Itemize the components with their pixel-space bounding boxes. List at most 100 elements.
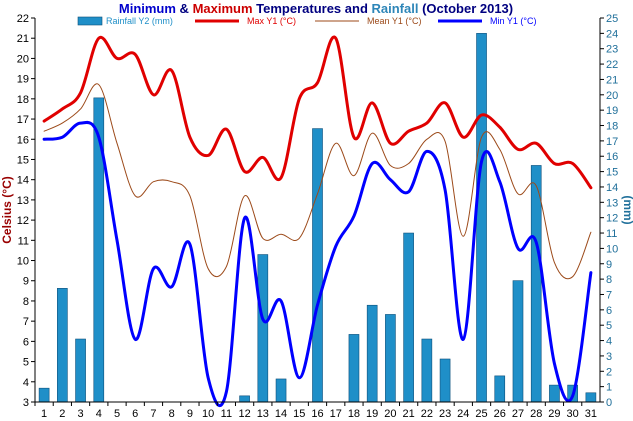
rainfall-bar (476, 33, 487, 403)
y1-axis-title: Celsius (°C) (0, 176, 14, 243)
legend-swatch (77, 16, 103, 26)
x-tick-label: 12 (238, 408, 250, 420)
x-tick-label: 10 (202, 408, 214, 420)
x-tick-label: 8 (169, 408, 175, 420)
series-line-max (42, 35, 593, 190)
title-part: Rainfall (372, 1, 419, 16)
x-tick-label: 17 (330, 408, 342, 420)
rainfall-bar (530, 165, 542, 403)
rainfall-bar (403, 232, 414, 403)
x-tick-label: 11 (221, 408, 232, 420)
legend-label: Rainfall Y2 (mm) (106, 16, 173, 26)
y1-tick-label: 20 (17, 53, 29, 65)
y1-tick-label: 15 (17, 154, 29, 166)
y2-tick-label: 2 (606, 366, 612, 378)
y1-tick-label: 5 (23, 357, 29, 369)
legend-label: Mean Y1 (°C) (367, 16, 421, 26)
y1-tick-label: 13 (17, 195, 29, 207)
y2-tick-label: 5 (606, 320, 612, 332)
y2-tick-label: 0 (606, 397, 612, 409)
y2-tick-label: 4 (606, 336, 612, 348)
x-tick-label: 28 (530, 408, 542, 420)
rainfall-bar (421, 338, 433, 403)
x-tick-label: 3 (78, 408, 84, 420)
rainfall-bar (239, 395, 250, 403)
y1-tick-label: 21 (17, 33, 29, 45)
title-part: & (176, 1, 193, 16)
axes (31, 17, 604, 406)
x-tick-label: 27 (512, 408, 524, 420)
rainfall-bar (57, 288, 68, 403)
y1-tick-label: 6 (23, 336, 29, 348)
y2-tick-label: 14 (606, 182, 618, 194)
y2-tick-label: 11 (606, 228, 617, 240)
y1-tick-label: 22 (17, 13, 29, 25)
rainfall-bar (385, 314, 396, 403)
rainfall-bar (275, 378, 287, 403)
y2-tick-label: 10 (606, 243, 618, 255)
x-tick-label: 23 (439, 408, 451, 420)
title-part: Temperatures and (253, 1, 372, 16)
x-tick-label: 21 (403, 408, 415, 420)
rainfall-bar (512, 280, 524, 403)
x-tick-label: 30 (567, 408, 579, 420)
x-tick-label: 22 (421, 408, 433, 420)
y1-tick-label: 10 (17, 256, 29, 268)
y2-tick-labels: 0123456789101112131415161718192021222324… (606, 13, 618, 409)
y2-tick-label: 7 (606, 289, 612, 301)
y2-tick-label: 9 (606, 259, 612, 271)
rainfall-bar (494, 375, 506, 403)
series-line-mean (43, 83, 592, 280)
x-tick-label: 26 (494, 408, 506, 420)
y2-tick-label: 13 (606, 197, 618, 209)
x-tick-label: 16 (311, 408, 323, 420)
y2-tick-label: 24 (606, 28, 618, 40)
legend-label: Max Y1 (°C) (247, 16, 296, 26)
y2-tick-label: 20 (606, 90, 618, 102)
x-tick-label: 19 (366, 408, 378, 420)
x-tick-label: 7 (150, 408, 156, 420)
y2-tick-label: 3 (606, 351, 612, 363)
x-tick-label: 13 (257, 408, 269, 420)
y1-tick-label: 11 (18, 235, 29, 247)
y2-tick-label: 15 (606, 167, 618, 179)
rainfall-bar (585, 392, 597, 403)
y2-tick-label: 22 (606, 59, 618, 71)
y2-tick-label: 16 (606, 151, 618, 163)
x-tick-label: 2 (59, 408, 65, 420)
x-tick-labels: 1 2 3 4 5 6 7 8 9 10 11 12 13 14 15 16 17 18 19 20 21 22 23 24 2… (41, 408, 597, 420)
title-part: Minimum (119, 1, 176, 16)
title-part: (October 2013) (418, 1, 513, 16)
x-tick-label: 6 (132, 408, 138, 420)
y1-tick-label: 17 (17, 114, 29, 126)
rainfall-bar (439, 358, 451, 403)
x-tick-label: 1 (41, 408, 47, 420)
rainfall-bar (257, 254, 269, 403)
rainfall-bar (348, 334, 360, 403)
y1-tick-label: 8 (23, 296, 29, 308)
y1-tick-label: 12 (17, 215, 29, 227)
title-part: Maximum (193, 1, 253, 16)
x-tick-label: 29 (548, 408, 560, 420)
y2-tick-label: 25 (606, 13, 618, 25)
y2-axis-title: (mm) (621, 195, 633, 224)
y2-tick-label: 21 (606, 74, 618, 86)
y2-tick-label: 8 (606, 274, 612, 286)
y1-tick-label: 7 (23, 316, 29, 328)
series-line-min (42, 120, 593, 408)
y2-tick-label: 18 (606, 121, 618, 133)
legend-label: Min Y1 (°C) (490, 16, 536, 26)
x-tick-label: 18 (348, 408, 360, 420)
y2-tick-label: 19 (606, 105, 618, 117)
y1-tick-labels: 3 4 5 6 7 8 9 10 11 12 13 14 15 16 17 18 19 20 21 22 (17, 13, 29, 409)
y2-tick-label: 17 (606, 136, 618, 148)
y1-tick-label: 9 (23, 276, 29, 288)
y2-tick-label: 1 (606, 382, 612, 394)
rainfall-bar (38, 387, 50, 403)
rainfall-bar (75, 338, 86, 403)
rainfall-bars (38, 33, 597, 403)
x-tick-label: 31 (585, 408, 597, 420)
x-tick-label: 20 (384, 408, 396, 420)
rainfall-bar (366, 304, 378, 403)
y1-tick-label: 18 (17, 94, 29, 106)
